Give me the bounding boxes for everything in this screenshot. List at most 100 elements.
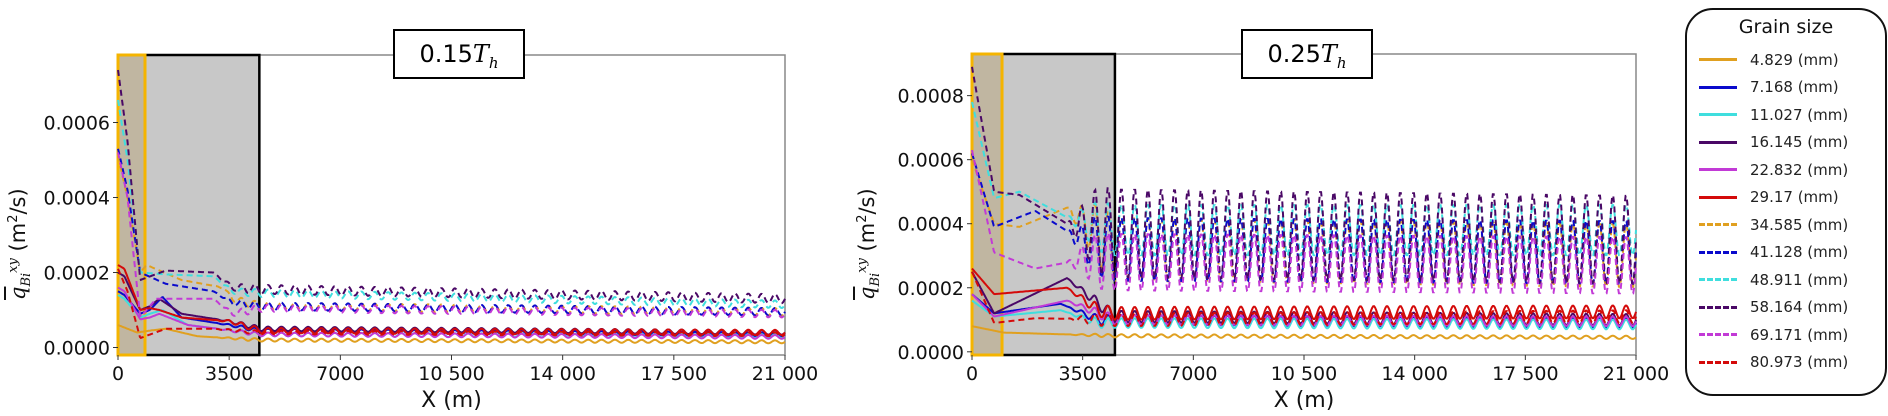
y-axis-label-right: qBixy (m2/s) — [855, 188, 883, 300]
title-subscript: h — [1336, 53, 1347, 72]
x-tick-label: 7000 — [1169, 363, 1217, 385]
title-prefix: 0.15 — [419, 40, 473, 68]
dashed-line-swatch-icon — [1699, 250, 1737, 254]
solid-line-swatch-icon — [1699, 140, 1737, 144]
legend-item: 48.911 (mm) — [1687, 266, 1885, 294]
x-tick-label: 17 500 — [1492, 363, 1558, 385]
x-tick-label: 17 500 — [641, 363, 707, 385]
legend-item: 41.128 (mm) — [1687, 239, 1885, 267]
y-tick-label: 0.0004 — [898, 214, 964, 236]
x-tick-label: 21 000 — [1603, 363, 1669, 385]
series-line — [971, 267, 1637, 321]
legend-item-label: 58.164 (mm) — [1750, 298, 1849, 317]
dashed-line-swatch-icon — [1699, 360, 1737, 364]
solid-line-swatch-icon — [1699, 58, 1737, 62]
series-line — [117, 152, 786, 319]
legend-item-label: 29.17 (mm) — [1750, 188, 1839, 207]
series-line — [117, 99, 786, 310]
dashed-line-swatch-icon — [1699, 333, 1737, 337]
plot-0-25th: 0.0000 0.0002 0.0004 0.0006 0.0008 0 3500 7000 1… — [898, 52, 1669, 413]
x-axis-label: X (m) — [1274, 388, 1335, 413]
plot-0-15th: 0.0000 0.0002 0.0004 0.0006 0 3500 7000 10 500 1… — [44, 53, 818, 413]
x-tick-label: 14 000 — [1381, 363, 1447, 385]
legend-item: 29.17 (mm) — [1687, 184, 1885, 212]
x-tick-label: 0 — [966, 363, 978, 385]
title-symbol: T — [1320, 40, 1337, 68]
legend-item-label: 80.973 (mm) — [1750, 353, 1849, 372]
solid-line-swatch-icon — [1699, 85, 1737, 89]
solid-line-swatch-icon — [1699, 195, 1737, 199]
y-tick-label: 0.0004 — [44, 188, 110, 210]
legend-item-label: 11.027 (mm) — [1750, 105, 1849, 124]
ylabel-unit-sup: 2 — [855, 214, 870, 223]
legend-item: 16.145 (mm) — [1687, 129, 1885, 157]
legend: Grain size 4.829 (mm) 7.168 (mm) 11.027 (m… — [1685, 8, 1887, 396]
series-line — [117, 264, 786, 336]
ylabel-subscript: Bi — [868, 272, 884, 287]
series-line — [117, 148, 786, 317]
x-tick-label: 14 000 — [529, 363, 595, 385]
y-tick-label: 0.0000 — [44, 338, 110, 360]
chart-title-right: 0.25Th — [1241, 29, 1373, 79]
y-axis-label-left: qBixy (m2/s) — [6, 188, 34, 300]
title-prefix: 0.25 — [1267, 40, 1321, 68]
series-line — [971, 299, 1637, 331]
legend-item-label: 41.128 (mm) — [1750, 243, 1849, 262]
legend-item: 80.973 (mm) — [1687, 349, 1885, 377]
series-line — [117, 69, 786, 305]
chart-title-left: 0.15Th — [393, 29, 525, 79]
legend-item-label: 7.168 (mm) — [1750, 78, 1839, 97]
series-line — [971, 325, 1637, 340]
x-tick-label: 0 — [112, 363, 124, 385]
x-tick-label: 21 000 — [752, 363, 818, 385]
legend-title: Grain size — [1738, 16, 1834, 38]
ylabel-unit-end: /s) — [855, 188, 879, 215]
ylabel-unit: (m — [6, 222, 30, 252]
dashed-line-swatch-icon — [1699, 278, 1737, 282]
ylabel-symbol: q — [6, 286, 30, 300]
ylabel-symbol: q — [855, 286, 879, 300]
y-tick-label: 0.0002 — [898, 278, 964, 300]
x-axis-label: X (m) — [421, 388, 482, 413]
legend-item-label: 69.171 (mm) — [1750, 325, 1849, 344]
series-line — [117, 268, 786, 340]
legend-item: 22.832 (mm) — [1687, 156, 1885, 184]
series-line — [971, 149, 1637, 295]
series-line — [971, 66, 1637, 285]
x-tick-label: 10 500 — [1271, 363, 1337, 385]
y-tick-label: 0.0006 — [898, 150, 964, 172]
dashed-line-swatch-icon — [1699, 223, 1737, 227]
x-tick-label: 10 500 — [418, 363, 484, 385]
solid-line-swatch-icon — [1699, 113, 1737, 117]
ylabel-unit-end: /s) — [6, 188, 30, 215]
x-tick-label: 7000 — [316, 363, 364, 385]
series-line — [971, 271, 1637, 327]
legend-item: 58.164 (mm) — [1687, 294, 1885, 322]
legend-item-label: 22.832 (mm) — [1750, 160, 1849, 179]
legend-item-label: 34.585 (mm) — [1750, 215, 1849, 234]
series-line — [971, 101, 1637, 257]
y-tick-label: 0.0000 — [898, 342, 964, 364]
ylabel-superscript: xy — [6, 258, 21, 273]
legend-item: 7.168 (mm) — [1687, 74, 1885, 102]
ylabel-superscript: xy — [855, 258, 870, 273]
ylabel-subscript: Bi — [19, 272, 35, 287]
x-tick-label: 3500 — [1058, 363, 1106, 385]
title-subscript: h — [488, 53, 499, 72]
dashed-line-swatch-icon — [1699, 305, 1737, 309]
y-tick-label: 0.0008 — [898, 86, 964, 108]
series-line — [117, 324, 786, 345]
y-tick-label: 0.0002 — [44, 263, 110, 285]
ylabel-unit-sup: 2 — [6, 214, 21, 223]
legend-item: 34.585 (mm) — [1687, 211, 1885, 239]
legend-item: 4.829 (mm) — [1687, 46, 1885, 74]
legend-item: 11.027 (mm) — [1687, 101, 1885, 129]
legend-item-label: 48.911 (mm) — [1750, 270, 1849, 289]
y-tick-label: 0.0006 — [44, 113, 110, 135]
x-tick-label: 3500 — [205, 363, 253, 385]
title-symbol: T — [472, 40, 489, 68]
ylabel-unit: (m — [855, 222, 879, 252]
legend-items: 4.829 (mm) 7.168 (mm) 11.027 (mm) 16.145 (m… — [1687, 46, 1885, 376]
legend-item-label: 4.829 (mm) — [1750, 50, 1839, 69]
